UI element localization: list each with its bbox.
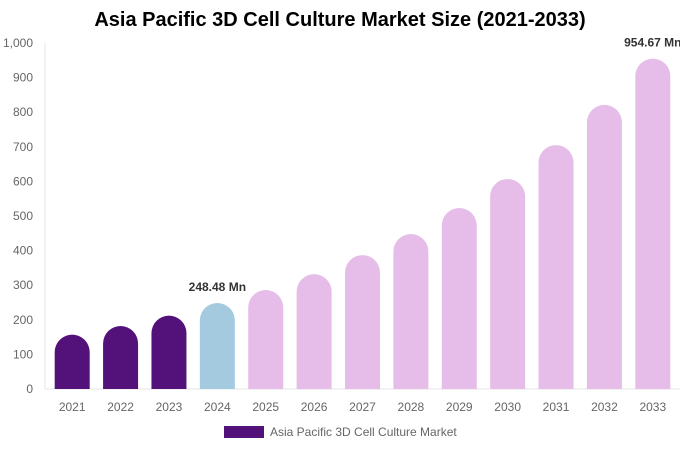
x-tick-label: 2028 xyxy=(398,400,425,414)
x-tick-label: 2032 xyxy=(591,400,618,414)
x-tick-label: 2033 xyxy=(639,400,666,414)
bar-2030 xyxy=(490,178,526,389)
y-tick-label: 600 xyxy=(13,174,33,188)
bar-2025 xyxy=(248,290,284,389)
bar-2033 xyxy=(635,58,671,390)
y-tick-label: 700 xyxy=(13,140,33,154)
chart-title: Asia Pacific 3D Cell Culture Market Size… xyxy=(94,9,586,31)
legend-swatch xyxy=(224,426,264,438)
bar-2029 xyxy=(441,208,477,389)
x-tick-label: 2030 xyxy=(494,400,521,414)
legend-label: Asia Pacific 3D Cell Culture Market xyxy=(270,425,457,439)
x-tick-label: 2024 xyxy=(204,400,231,414)
x-tick-label: 2031 xyxy=(543,400,570,414)
y-tick-label: 900 xyxy=(13,71,33,85)
y-tick-label: 200 xyxy=(13,313,33,327)
legend: Asia Pacific 3D Cell Culture Market xyxy=(224,425,457,439)
x-tick-label: 2027 xyxy=(349,400,376,414)
y-tick-label: 500 xyxy=(13,209,33,223)
y-tick-label: 100 xyxy=(13,347,33,361)
x-tick-label: 2025 xyxy=(252,400,279,414)
bar-2028 xyxy=(393,233,429,389)
data-label-2033: 954.67 Mn xyxy=(624,36,680,50)
y-tick-label: 400 xyxy=(13,244,33,258)
bar-2032 xyxy=(586,104,622,389)
x-tick-label: 2026 xyxy=(301,400,328,414)
bar-2031 xyxy=(538,145,574,389)
y-tick-label: 0 xyxy=(26,382,33,396)
x-tick-label: 2022 xyxy=(107,400,134,414)
bar-2022 xyxy=(103,326,139,389)
bar-2021 xyxy=(54,334,90,389)
bar-2024 xyxy=(199,303,235,389)
data-label-2024: 248.48 Mn xyxy=(189,280,246,294)
bar-2027 xyxy=(345,255,380,389)
bar-2023 xyxy=(151,315,187,389)
bar-2026 xyxy=(296,274,332,389)
y-tick-label: 800 xyxy=(13,105,33,119)
y-tick-label: 300 xyxy=(13,278,33,292)
y-tick-label: 1,000 xyxy=(3,36,33,50)
x-tick-label: 2023 xyxy=(156,400,183,414)
x-tick-label: 2021 xyxy=(59,400,86,414)
x-tick-label: 2029 xyxy=(446,400,473,414)
